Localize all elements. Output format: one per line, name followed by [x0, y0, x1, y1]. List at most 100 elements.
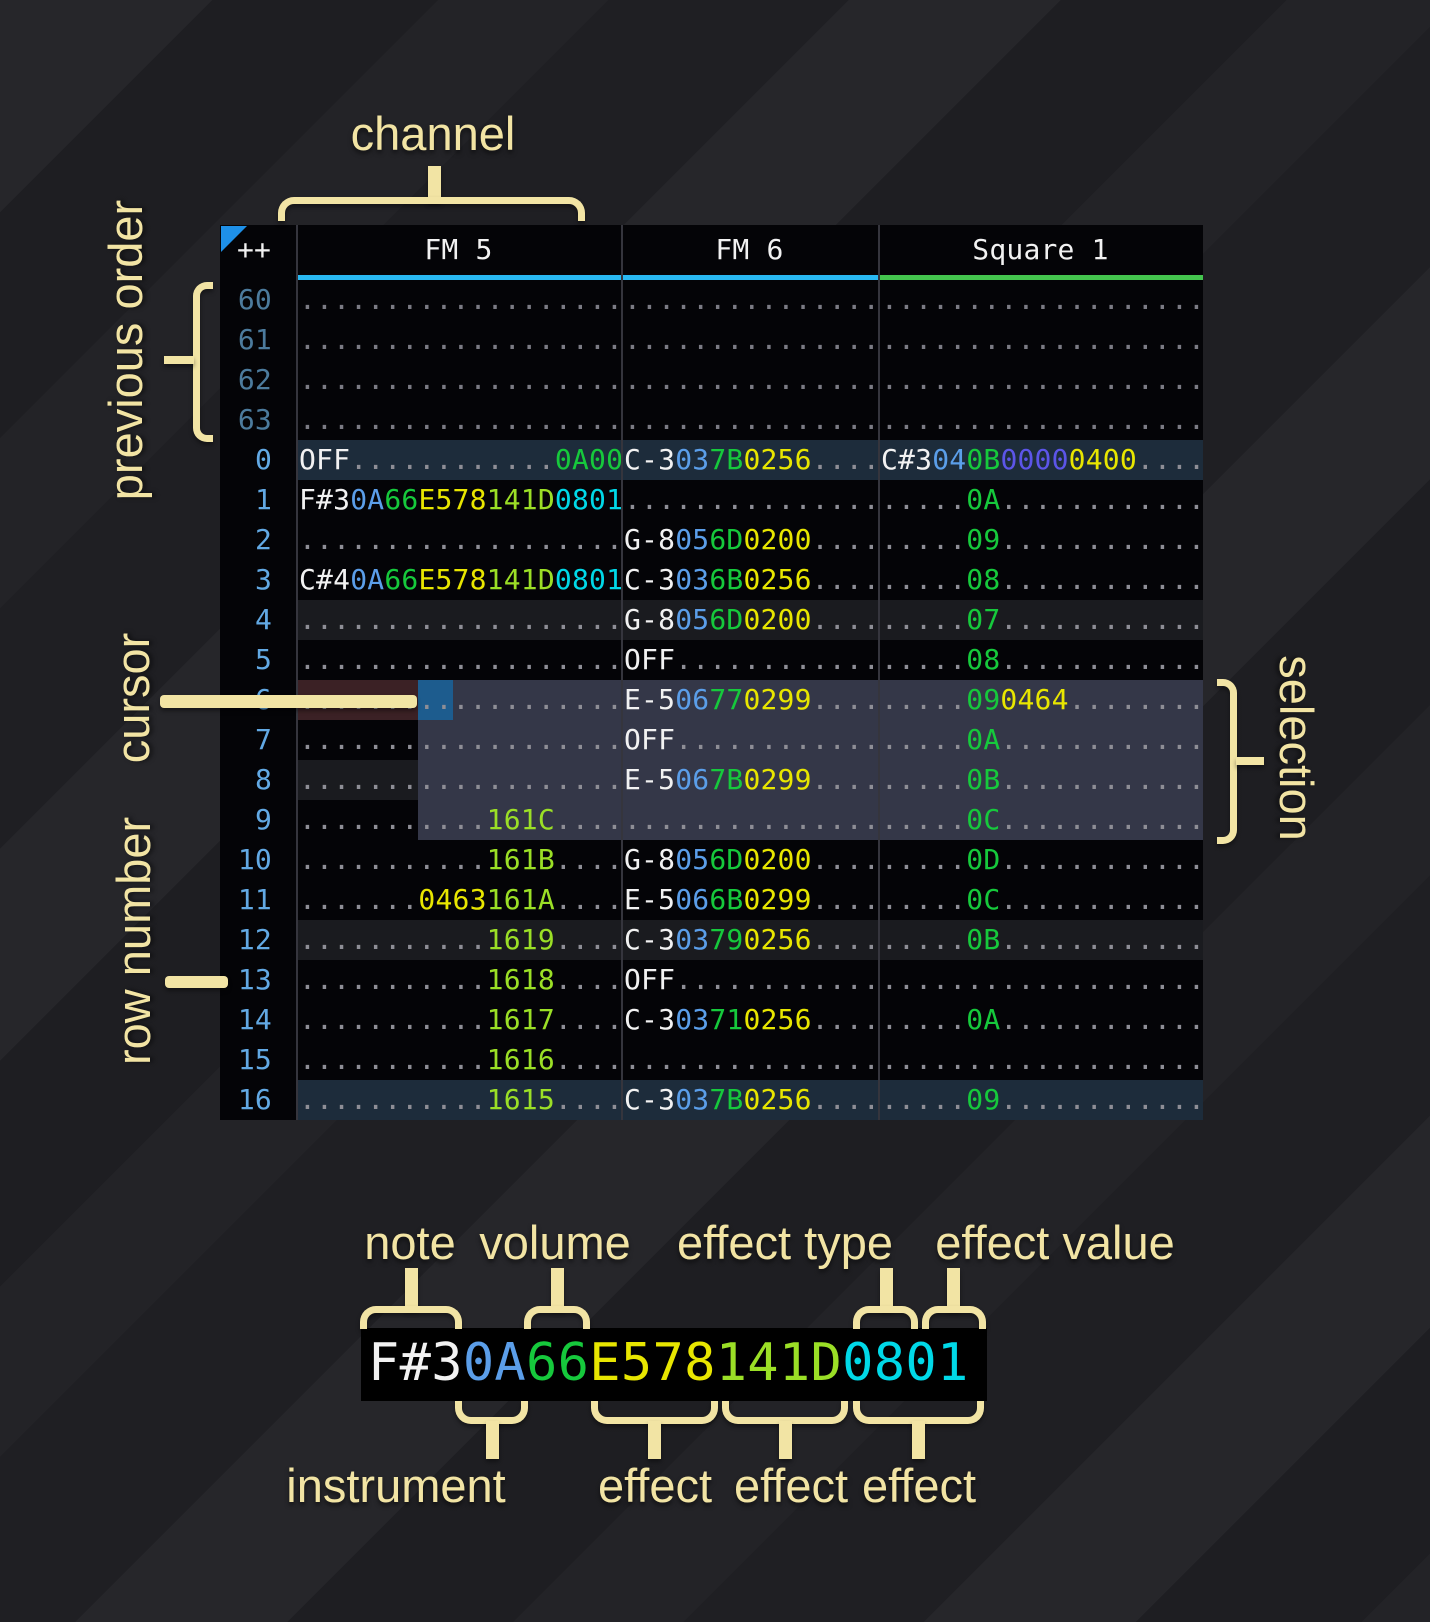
row-number-annotation-pointer: [165, 976, 228, 988]
selection-annotation-label: selection: [1270, 655, 1323, 841]
pattern-cell-fm5[interactable]: .......0463161A....: [299, 883, 621, 916]
pattern-cell-sq[interactable]: .....07............: [881, 603, 1203, 636]
pattern-cell-fm6[interactable]: G-8056D0200....: [624, 603, 878, 636]
effect-2-annotation-label: effect: [733, 1459, 849, 1512]
selection-annotation-bracket: [1217, 679, 1237, 844]
effect-value-annotation-stem: [947, 1268, 960, 1310]
pattern-cell-fm6[interactable]: E-506770299....: [624, 683, 878, 716]
pattern-cell-fm5[interactable]: ...........1618....: [299, 963, 621, 996]
instrument-annotation-label: instrument: [286, 1459, 506, 1512]
pattern-cell-fm5[interactable]: ...........161C....: [299, 803, 621, 836]
pattern-cell-fm6[interactable]: OFF............: [624, 643, 878, 676]
row-number: 60: [237, 283, 272, 316]
pattern-cursor[interactable]: [418, 680, 453, 720]
row-number: 13: [237, 963, 272, 996]
pattern-row: 3 C#40A66E578141D0801 C-3036B0256.........…: [220, 560, 1203, 600]
pattern-cell-fm5[interactable]: ...................: [299, 643, 621, 676]
pattern-cell-fm5[interactable]: ...................: [299, 403, 621, 436]
pattern-cell-sq[interactable]: .....09............: [881, 523, 1203, 556]
pattern-cell-sq[interactable]: .....08............: [881, 643, 1203, 676]
pattern-cell-sq[interactable]: ...................: [881, 963, 1203, 996]
pattern-row: 9 ...........161C........................…: [220, 800, 1203, 840]
pattern-cell-fm6[interactable]: ...............: [624, 803, 878, 836]
pattern-cell-fm6[interactable]: ...............: [624, 363, 878, 396]
cursor-annotation-pointer: [160, 695, 417, 708]
pattern-cell-sq[interactable]: ...................: [881, 323, 1203, 356]
pattern-cell-sq[interactable]: .....0C............: [881, 883, 1203, 916]
pattern-row: 62......................................…: [220, 360, 1203, 400]
pattern-cell-sq[interactable]: ...................: [881, 1043, 1203, 1076]
channel-header-fm5[interactable]: FM 5: [424, 233, 493, 266]
column-separator: [296, 225, 298, 1120]
selection-highlight: [418, 680, 1203, 840]
pattern-cell-fm5[interactable]: ...................: [299, 363, 621, 396]
pattern-cell-sq[interactable]: .....0A............: [881, 483, 1203, 516]
pattern-cell-sq[interactable]: ...................: [881, 363, 1203, 396]
pattern-cell-sq[interactable]: .....090464........: [881, 683, 1203, 716]
pattern-editor: ++ FM 5 FM 6 Square 1 60................…: [220, 225, 1203, 1120]
pattern-row: 4................... G-8056D0200.........…: [220, 600, 1203, 640]
pattern-cell-fm6[interactable]: C-303790256....: [624, 923, 878, 956]
channel-header-fm6[interactable]: FM 6: [715, 233, 784, 266]
pattern-cell-fm5[interactable]: ...................: [299, 723, 621, 756]
pattern-cell-sq[interactable]: .....0D............: [881, 843, 1203, 876]
pattern-cell-fm6[interactable]: ...............: [624, 283, 878, 316]
pattern-cell-fm6[interactable]: ...............: [624, 403, 878, 436]
pattern-cell-sq[interactable]: .....0B............: [881, 923, 1203, 956]
channel-underline-fm5: [296, 275, 621, 280]
pattern-cell-sq[interactable]: .....0A............: [881, 1003, 1203, 1036]
channel-header-square1[interactable]: Square 1: [972, 233, 1109, 266]
cursor-annotation-label: cursor: [106, 632, 159, 764]
row-number: 8: [254, 763, 272, 796]
pattern-cell-fm5[interactable]: ...........1616....: [299, 1043, 621, 1076]
pattern-cell-fm6[interactable]: C-303710256....: [624, 1003, 878, 1036]
pattern-cell-fm5[interactable]: ...........161B....: [299, 843, 621, 876]
pattern-row: 13 ...........1618.... OFF................…: [220, 960, 1203, 1000]
effect-2-annotation-stem: [779, 1421, 792, 1459]
row-number-annotation-label: row number: [107, 816, 160, 1065]
pattern-cell-fm6[interactable]: E-5067B0299....: [624, 763, 878, 796]
pattern-cell-fm6[interactable]: C-3036B0256....: [624, 563, 878, 596]
pattern-cell-fm5[interactable]: ...........1615....: [299, 1083, 621, 1116]
effect-type-annotation-stem: [880, 1268, 893, 1310]
pattern-cell-fm5[interactable]: ...................: [299, 603, 621, 636]
pattern-cell-fm6[interactable]: C-3037B0256....: [624, 443, 878, 476]
row-number: 16: [237, 1083, 272, 1116]
pattern-cell-sq[interactable]: .....0B............: [881, 763, 1203, 796]
pattern-cell-fm5[interactable]: ...................: [299, 763, 621, 796]
pattern-cell-fm5[interactable]: ...........1617....: [299, 1003, 621, 1036]
pattern-cell-sq[interactable]: ...................: [881, 283, 1203, 316]
pattern-cell-sq[interactable]: .....0A............: [881, 723, 1203, 756]
pattern-cell-fm5[interactable]: ...................: [299, 523, 621, 556]
row-number: 1: [254, 483, 272, 516]
pattern-cell-sq[interactable]: .....08............: [881, 563, 1203, 596]
instrument-annotation-stem: [486, 1421, 499, 1459]
pattern-cell-fm5[interactable]: C#40A66E578141D0801: [299, 563, 621, 596]
pattern-cell-sq[interactable]: .....09............: [881, 1083, 1203, 1116]
pattern-row: 7................... OFF.................…: [220, 720, 1203, 760]
pattern-cell-fm6[interactable]: C-3037B0256....: [624, 1083, 878, 1116]
volume-annotation-label: volume: [479, 1216, 631, 1269]
pattern-cell-sq[interactable]: C#3040B00000400....: [881, 443, 1203, 476]
pattern-cell-sq[interactable]: .....0C............: [881, 803, 1203, 836]
pattern-cell-fm6[interactable]: OFF............: [624, 723, 878, 756]
pattern-cell-fm6[interactable]: OFF............: [624, 963, 878, 996]
pattern-row: 61......................................…: [220, 320, 1203, 360]
pattern-cell-fm5[interactable]: ...........1619....: [299, 923, 621, 956]
pattern-cell-fm5[interactable]: ...................: [299, 323, 621, 356]
pattern-cell-fm5[interactable]: F#30A66E578141D0801: [299, 483, 621, 516]
pattern-cell-fm5[interactable]: ...................: [299, 283, 621, 316]
effect-3-annotation-stem: [912, 1421, 925, 1459]
pattern-cell-sq[interactable]: ...................: [881, 403, 1203, 436]
row-number: 10: [237, 843, 272, 876]
pattern-cell-fm6[interactable]: E-5066B0299....: [624, 883, 878, 916]
pattern-cell-fm6[interactable]: ...............: [624, 1043, 878, 1076]
pattern-row: 16 ...........1615.... C-3037B0256........…: [220, 1080, 1203, 1120]
pattern-cell-fm6[interactable]: ...............: [624, 483, 878, 516]
pattern-cell-fm6[interactable]: G-8056D0200....: [624, 523, 878, 556]
pattern-cell-fm6[interactable]: ...............: [624, 323, 878, 356]
pattern-cell-fm6[interactable]: G-8056D0200....: [624, 843, 878, 876]
row-number: 12: [237, 923, 272, 956]
pattern-cell-fm5[interactable]: OFF............0A00: [299, 443, 621, 476]
channel-underline-fm6: [621, 275, 878, 280]
